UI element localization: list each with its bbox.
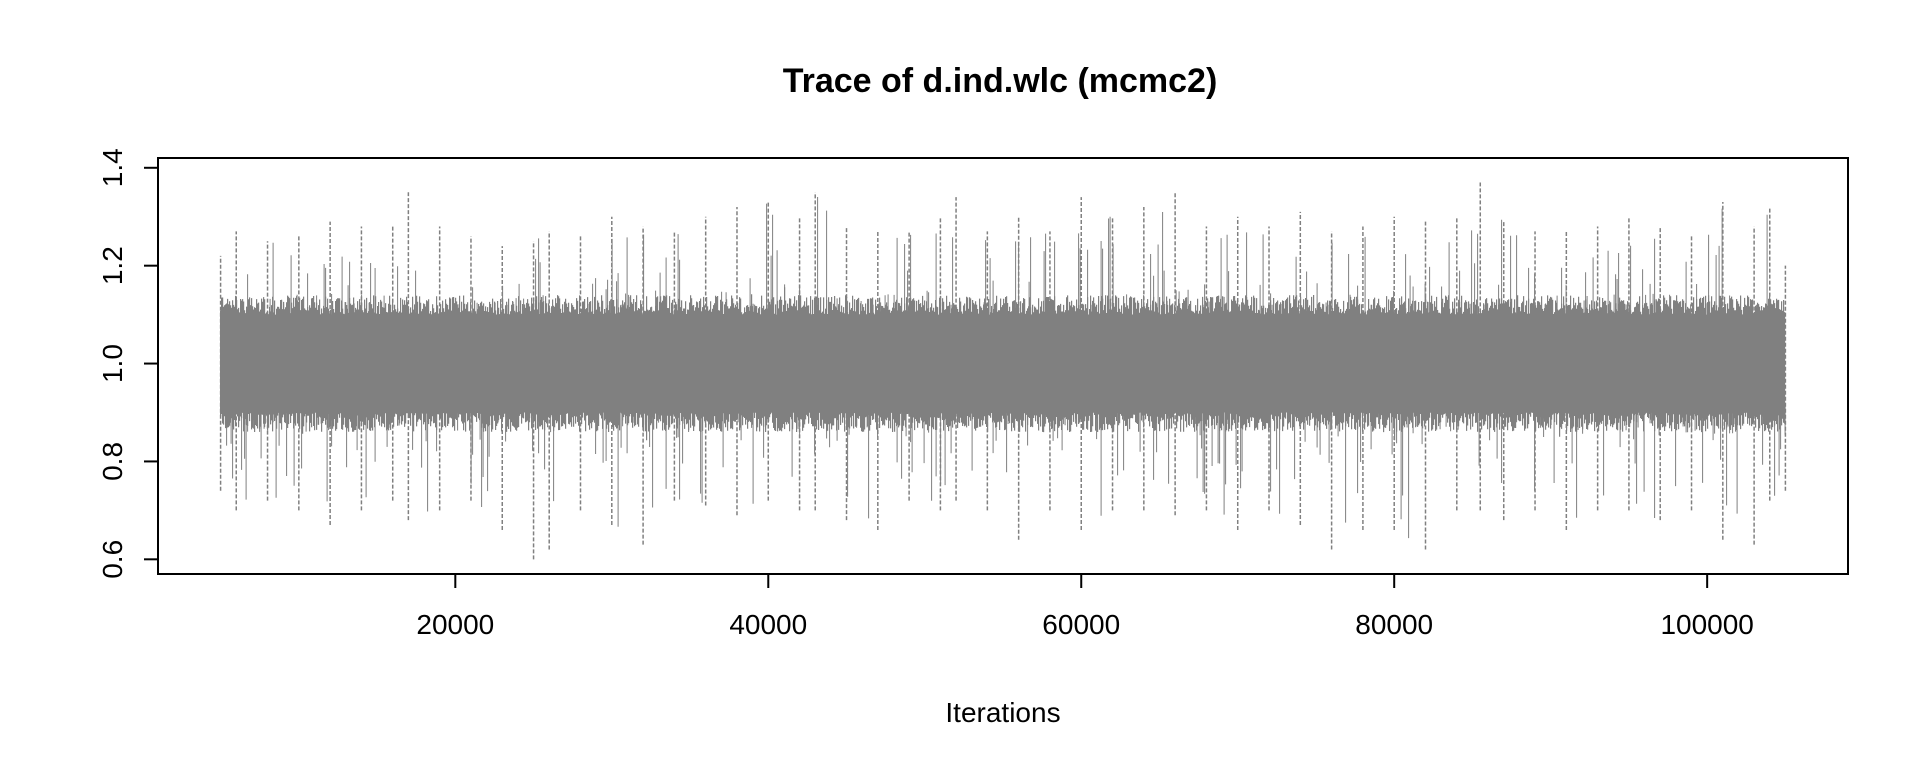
x-tick-label: 20000 [416, 609, 494, 640]
y-tick-label: 0.6 [97, 540, 128, 579]
x-tick-label: 40000 [729, 609, 807, 640]
x-tick-label: 100000 [1660, 609, 1753, 640]
y-tick-label: 1.2 [97, 246, 128, 285]
trace-core-band [220, 287, 1786, 441]
x-axis: 20000 40000 60000 80000 100000 [416, 573, 1754, 640]
chart-title: Trace of d.ind.wlc (mcmc2) [783, 62, 1218, 100]
y-axis: 0.6 0.8 1.0 1.2 1.4 [97, 148, 159, 579]
x-tick-label: 60000 [1042, 609, 1120, 640]
y-tick-label: 1.4 [97, 148, 128, 187]
y-tick-label: 0.8 [97, 442, 128, 481]
y-tick-label: 1.0 [97, 344, 128, 383]
trace-spikes [226, 197, 1786, 539]
x-tick-label: 80000 [1355, 609, 1433, 640]
x-axis-label: Iterations [945, 697, 1060, 728]
trace-series [219, 182, 1787, 560]
